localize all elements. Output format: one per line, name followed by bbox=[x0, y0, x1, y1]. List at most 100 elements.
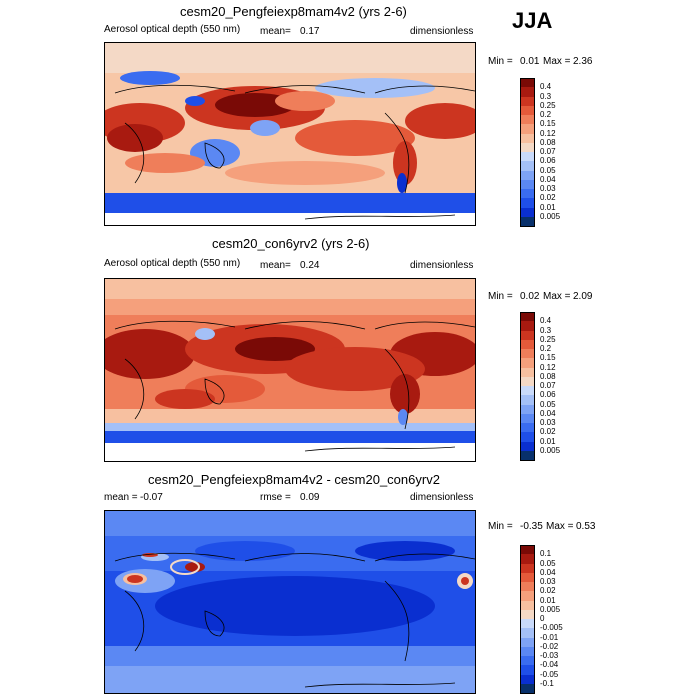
colorbar-tick-label: 0.04 bbox=[540, 408, 556, 418]
colorbar-swatch bbox=[520, 105, 535, 116]
colorbar-swatch bbox=[520, 450, 535, 461]
colorbar-tick-label: 0.05 bbox=[540, 558, 556, 568]
colorbar-tick-label: 0.01 bbox=[540, 436, 556, 446]
colorbar-swatch bbox=[520, 96, 535, 107]
colorbar-tick-label: 0.03 bbox=[540, 418, 556, 427]
colorbar-swatch bbox=[520, 628, 535, 638]
colorbar-tick-label: 0.07 bbox=[540, 381, 556, 390]
colorbar-swatch bbox=[520, 563, 535, 574]
panel-1-mean-value: 0.17 bbox=[300, 26, 320, 37]
colorbar-tick-label: 0.03 bbox=[540, 184, 556, 193]
colorbar-swatch bbox=[520, 413, 535, 424]
panel-1-units: dimensionless bbox=[410, 26, 474, 37]
colorbar-tick-label: 0.07 bbox=[540, 147, 556, 156]
panel-1-title: cesm20_Pengfeiexp8mam4v2 (yrs 2-6) bbox=[180, 4, 407, 19]
panel-3-mean-value: -0.07 bbox=[140, 492, 163, 503]
colorbar-swatch bbox=[520, 339, 535, 350]
panel-2-map bbox=[104, 278, 476, 462]
colorbar-swatch bbox=[520, 78, 535, 88]
colorbar-tick-label: 0.2 bbox=[540, 110, 552, 119]
colorbar-tick-label: 0.02 bbox=[540, 586, 556, 596]
colorbar-swatch bbox=[520, 619, 535, 629]
colorbar-tick-label: 0.4 bbox=[540, 82, 552, 92]
colorbar-swatch bbox=[520, 637, 535, 648]
colorbar-tick-label: 0.04 bbox=[540, 567, 556, 577]
colorbar-tick-label: 0.4 bbox=[540, 316, 552, 326]
panel-3-units: dimensionless bbox=[410, 492, 474, 503]
colorbar-tick-label: 0.01 bbox=[540, 595, 556, 605]
colorbar-swatch bbox=[520, 358, 535, 368]
colorbar-swatch bbox=[520, 349, 535, 359]
colorbar-swatch bbox=[520, 376, 535, 387]
colorbar-tick-label: 0.05 bbox=[540, 165, 556, 175]
colorbar-swatch bbox=[520, 600, 535, 611]
colorbar-tick-label: -0.03 bbox=[540, 651, 559, 660]
panel-3-mean-label: mean = bbox=[104, 492, 138, 503]
colorbar-swatch bbox=[520, 423, 535, 433]
colorbar-swatch bbox=[520, 545, 535, 555]
colorbar-swatch bbox=[520, 124, 535, 134]
colorbar-swatch bbox=[520, 330, 535, 341]
panel-2-mean-value: 0.24 bbox=[300, 260, 320, 271]
panel-2-colorbar: 0.4 0.3 0.25 0.2 0.15 0.12 0.08 0.07 0.06 0.05 0.0… bbox=[520, 312, 560, 461]
colorbar-tick-label: -0.1 bbox=[540, 678, 554, 688]
colorbar-tick-label: 0.12 bbox=[540, 128, 556, 138]
colorbar-swatch bbox=[520, 554, 535, 564]
colorbar-swatch bbox=[520, 367, 535, 378]
panel-1-max-label: Max = bbox=[543, 56, 571, 67]
colorbar-swatch bbox=[520, 142, 535, 153]
panel-2-min-label: Min = bbox=[488, 291, 513, 302]
panel-2-variable-label: Aerosol optical depth (550 nm) bbox=[104, 258, 241, 269]
colorbar-tick-label: 0.05 bbox=[540, 399, 556, 409]
colorbar-swatch bbox=[520, 441, 535, 452]
colorbar-swatch bbox=[520, 87, 535, 97]
panel-1-mean-label: mean= bbox=[260, 26, 291, 37]
colorbar-swatch bbox=[520, 321, 535, 331]
colorbar-swatch bbox=[520, 198, 535, 208]
colorbar-tick-label: -0.04 bbox=[540, 660, 559, 670]
colorbar-swatch bbox=[520, 386, 535, 396]
panel-2-max-label: Max = bbox=[543, 291, 571, 302]
colorbar-tick-label: 0.3 bbox=[540, 91, 552, 101]
colorbar-swatch bbox=[520, 591, 535, 601]
colorbar-tick-label: 0.25 bbox=[540, 334, 556, 344]
colorbar-tick-label: 0.02 bbox=[540, 193, 556, 203]
colorbar-tick-label: 0.2 bbox=[540, 344, 552, 353]
panel-2-title: cesm20_con6yrv2 (yrs 2-6) bbox=[212, 236, 370, 251]
colorbar-swatch bbox=[520, 683, 535, 694]
colorbar-tick-label: -0.02 bbox=[540, 641, 559, 651]
colorbar-tick-label: 0 bbox=[540, 614, 545, 623]
colorbar-swatch bbox=[520, 216, 535, 227]
panel-3-rmse-value: 0.09 bbox=[300, 492, 320, 503]
colorbar-tick-label: 0.005 bbox=[540, 445, 561, 455]
panel-3-min-label: Min = bbox=[488, 521, 513, 532]
panel-1-map bbox=[104, 42, 476, 226]
colorbar-tick-label: 0.06 bbox=[540, 390, 556, 400]
panel-1-variable-label: Aerosol optical depth (550 nm) bbox=[104, 24, 241, 35]
colorbar-swatch bbox=[520, 656, 535, 666]
colorbar-swatch bbox=[520, 179, 535, 190]
colorbar-swatch bbox=[520, 115, 535, 125]
panel-3-title: cesm20_Pengfeiexp8mam4v2 - cesm20_con6yr… bbox=[148, 472, 440, 487]
panel-1-min-value: 0.01 bbox=[520, 56, 540, 67]
colorbar-tick-label: 0.25 bbox=[540, 100, 556, 110]
colorbar-swatch bbox=[520, 572, 535, 583]
colorbar-tick-label: 0.03 bbox=[540, 577, 556, 586]
colorbar-swatch bbox=[520, 646, 535, 657]
colorbar-tick-label: 0.15 bbox=[540, 119, 556, 129]
colorbar-tick-label: 0.04 bbox=[540, 174, 556, 184]
colorbar-tick-label: 0.08 bbox=[540, 137, 556, 147]
colorbar-tick-label: 0.06 bbox=[540, 156, 556, 166]
panel-3-rmse-label: rmse = bbox=[260, 492, 291, 503]
colorbar-swatch bbox=[520, 170, 535, 181]
colorbar-tick-label: 0.01 bbox=[540, 202, 556, 212]
colorbar-swatch bbox=[520, 404, 535, 415]
panel-2-mean-label: mean= bbox=[260, 260, 291, 271]
colorbar-swatch bbox=[520, 665, 535, 675]
colorbar-tick-label: 0.15 bbox=[540, 353, 556, 363]
panel-1-colorbar: 0.4 0.3 0.25 0.2 0.15 0.12 0.08 0.07 0.06 0.05 0.0… bbox=[520, 78, 560, 227]
colorbar-swatch bbox=[520, 312, 535, 322]
panel-1-max-value: 2.36 bbox=[573, 56, 593, 67]
colorbar-swatch bbox=[520, 207, 535, 218]
colorbar-tick-label: 0.02 bbox=[540, 427, 556, 437]
